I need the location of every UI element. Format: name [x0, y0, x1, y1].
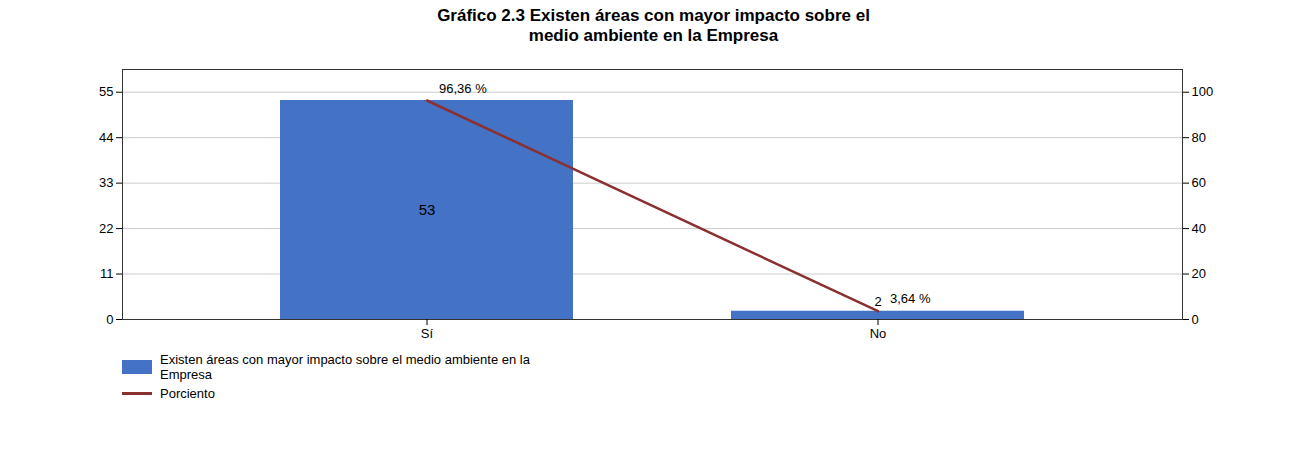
svg-text:2: 2 — [874, 294, 881, 309]
svg-text:11: 11 — [100, 266, 114, 281]
svg-text:0: 0 — [106, 311, 113, 326]
svg-text:60: 60 — [1192, 175, 1206, 190]
svg-text:40: 40 — [1192, 221, 1206, 236]
svg-text:53: 53 — [419, 201, 436, 218]
html-text:Porciento: Porciento — [160, 386, 215, 401]
svg-text:3,64 %: 3,64 % — [890, 291, 931, 306]
html-text:Existen áreas con mayor impact: Existen áreas con mayor impacto sobre el… — [160, 351, 530, 383]
svg-text:100: 100 — [1192, 84, 1214, 99]
svg-text:22: 22 — [99, 221, 113, 236]
svg-text:80: 80 — [1192, 130, 1206, 145]
svg-text:20: 20 — [1192, 266, 1206, 281]
svg-text:No: No — [870, 326, 887, 341]
svg-text:96,36 %: 96,36 % — [439, 80, 487, 95]
svg-text:55: 55 — [99, 84, 113, 99]
html-text:Gráfico 2.3 Existen áreas con: Gráfico 2.3 Existen áreas con mayor impa… — [437, 6, 870, 46]
svg-text:Sí: Sí — [421, 326, 434, 341]
svg-text:0: 0 — [1192, 311, 1199, 326]
svg-text:44: 44 — [99, 130, 113, 145]
svg-text:33: 33 — [99, 175, 113, 190]
